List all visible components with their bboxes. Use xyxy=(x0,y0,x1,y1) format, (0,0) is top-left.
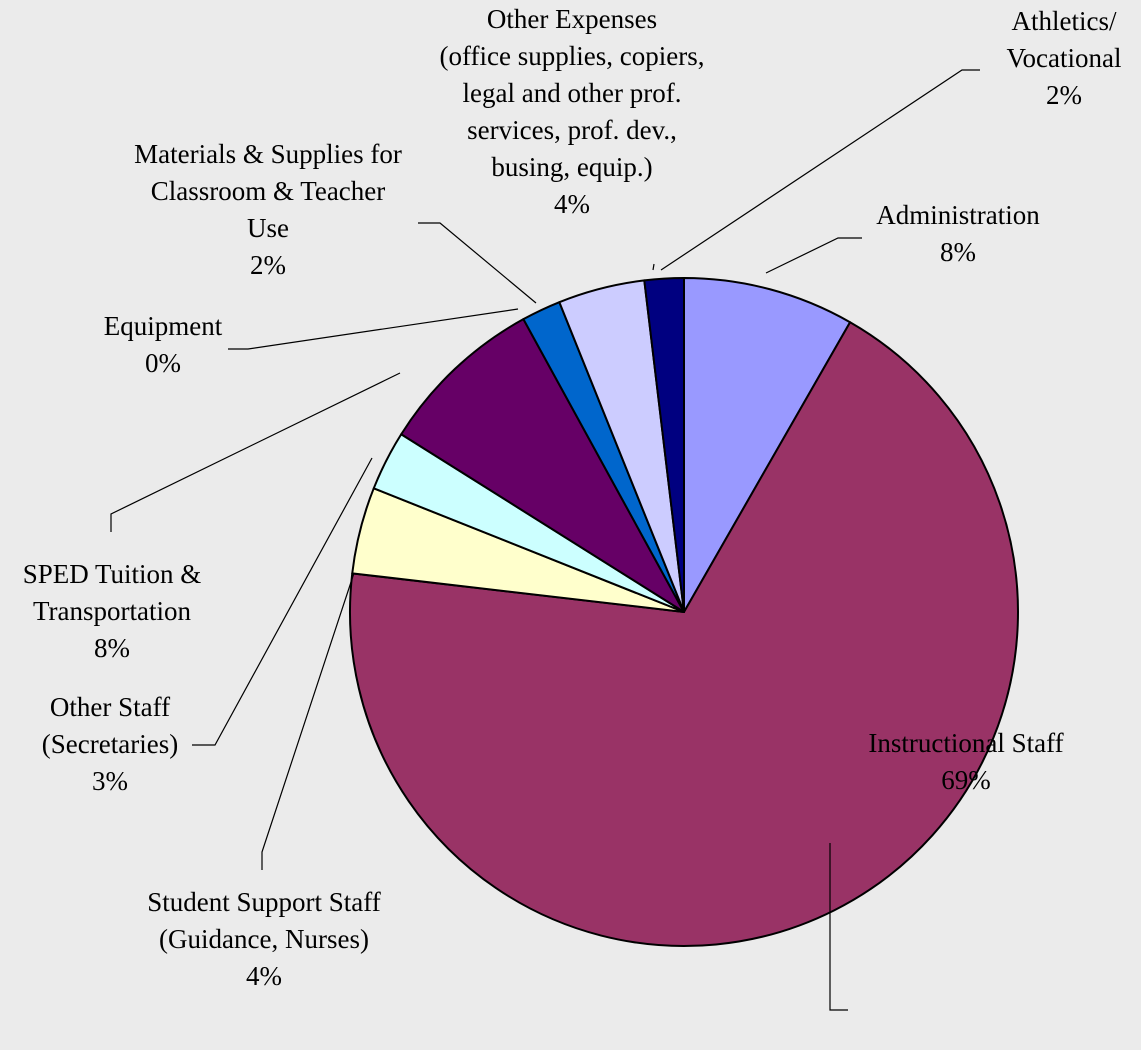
percent-label-sped-tuition-transportation: 8% xyxy=(94,633,130,663)
label-equipment: Equipment 0% xyxy=(104,311,223,378)
percent-label-student-support-staff: 4% xyxy=(246,961,282,991)
slice-labels: Administration 8% Instructional Staff 69% St… xyxy=(23,4,1122,991)
category-label-administration: Administration xyxy=(876,200,1040,230)
category-label-materials-supplies: Use xyxy=(247,213,289,243)
category-label-student-support-staff: Student Support Staff xyxy=(147,887,381,917)
leader-line-equipment xyxy=(228,308,519,350)
leader-line-materials-supplies xyxy=(418,222,537,304)
slice-sped-tuition-transportation xyxy=(400,318,685,613)
percent-label-athletics-vocational: 2% xyxy=(1046,80,1082,110)
category-label-other-expenses: (office supplies, copiers, xyxy=(440,41,705,71)
leader-line-other-staff xyxy=(192,457,373,746)
category-label-sped-tuition-transportation: SPED Tuition & xyxy=(23,559,202,589)
label-other-expenses: Other Expenses (office supplies, copiers,… xyxy=(440,4,705,219)
leader-line-sped-tuition-transportation xyxy=(110,372,401,532)
percent-label-administration: 8% xyxy=(940,237,976,267)
percent-label-other-staff: 3% xyxy=(92,766,128,796)
category-label-athletics-vocational: Athletics/ xyxy=(1012,6,1117,36)
category-label-other-expenses: legal and other prof. xyxy=(463,78,682,108)
slice-instructional-staff xyxy=(349,321,1019,947)
label-other-staff: Other Staff (Secretaries) 3% xyxy=(42,692,178,796)
category-label-instructional-staff: Instructional Staff xyxy=(868,728,1063,758)
label-student-support-staff: Student Support Staff (Guidance, Nurses) 4… xyxy=(147,887,381,991)
category-label-equipment: Equipment xyxy=(104,311,223,341)
category-label-other-staff: (Secretaries) xyxy=(42,729,178,759)
percent-label-equipment: 0% xyxy=(145,348,181,378)
leader-line-other-expenses xyxy=(652,263,655,271)
category-label-other-expenses: busing, equip.) xyxy=(491,152,652,182)
label-administration: Administration 8% xyxy=(876,200,1040,267)
label-instructional-staff: Instructional Staff 69% xyxy=(868,728,1063,795)
leader-line-student-support-staff xyxy=(261,572,355,870)
percent-label-instructional-staff: 69% xyxy=(941,765,991,795)
category-label-other-expenses: Other Expenses xyxy=(487,4,657,34)
label-sped-tuition-transportation: SPED Tuition & Transportation 8% xyxy=(23,559,202,663)
percent-label-materials-supplies: 2% xyxy=(250,250,286,280)
category-label-sped-tuition-transportation: Transportation xyxy=(33,596,192,626)
category-label-materials-supplies: Materials & Supplies for xyxy=(134,139,402,169)
label-athletics-vocational: Athletics/Vocational 2% xyxy=(1007,6,1122,110)
leader-line-administration xyxy=(765,237,862,274)
slice-administration xyxy=(683,277,852,613)
leader-line-athletics-vocational xyxy=(660,69,980,271)
category-label-student-support-staff: (Guidance, Nurses) xyxy=(159,924,369,954)
pie-slices xyxy=(349,277,1019,947)
category-label-materials-supplies: Classroom & Teacher xyxy=(151,176,386,206)
leader-lines xyxy=(110,69,980,1011)
category-label-other-staff: Other Staff xyxy=(50,692,170,722)
slice-athletics-vocational xyxy=(643,277,685,613)
leader-line-instructional-staff xyxy=(829,843,848,1011)
category-label-athletics-vocational: Vocational xyxy=(1007,43,1122,73)
category-label-other-expenses: services, prof. dev., xyxy=(467,115,677,145)
label-materials-supplies: Materials & Supplies for Classroom & Teac… xyxy=(134,139,402,280)
percent-label-other-expenses: 4% xyxy=(554,189,590,219)
